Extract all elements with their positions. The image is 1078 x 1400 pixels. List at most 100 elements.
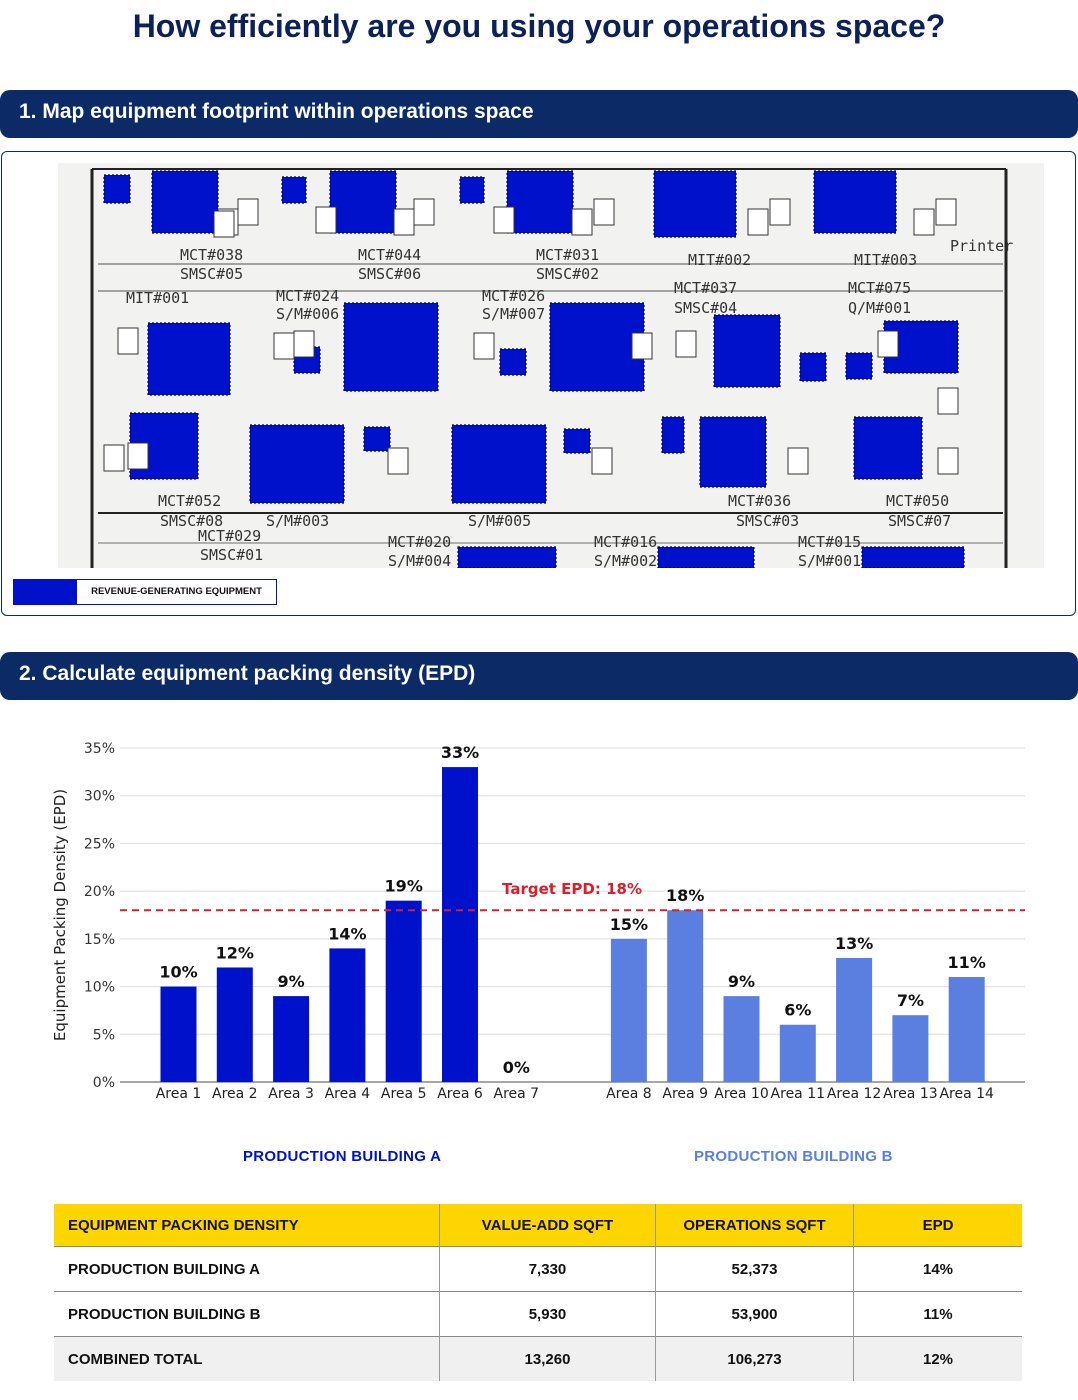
equipment-footprint bbox=[151, 170, 219, 234]
equipment-footprint bbox=[657, 546, 755, 568]
data-label: 13% bbox=[835, 934, 873, 953]
data-label: 33% bbox=[441, 743, 479, 762]
floorplan-label: MCT#038 bbox=[180, 246, 243, 264]
data-label: 9% bbox=[728, 972, 755, 991]
x-tick-label: Area 6 bbox=[437, 1086, 483, 1102]
floorplan-panel: MCT#038 SMSC#05 MCT#044 SMSC#06 MCT#031 SMSC#… bbox=[1, 151, 1076, 616]
x-tick-label: Area 13 bbox=[883, 1086, 937, 1102]
workstation-outline bbox=[913, 208, 935, 236]
workstation-outline bbox=[413, 198, 435, 226]
floorplan-label: MCT#026 bbox=[482, 287, 545, 305]
equipment-footprint bbox=[343, 302, 439, 392]
floorplan-label: Q/M#001 bbox=[848, 299, 911, 317]
x-tick-label: Area 14 bbox=[939, 1086, 994, 1102]
workstation-outline bbox=[103, 444, 125, 472]
y-tick-label: 25% bbox=[84, 836, 115, 852]
y-tick-label: 15% bbox=[84, 932, 115, 948]
x-tick-label: Area 1 bbox=[156, 1086, 202, 1102]
equipment-footprint bbox=[457, 546, 557, 568]
workstation-outline bbox=[591, 447, 613, 475]
building-a-label: PRODUCTION BUILDING A bbox=[243, 1148, 442, 1165]
floorplan-label: S/M#003 bbox=[266, 512, 329, 530]
floorplan-label: MCT#052 bbox=[158, 492, 221, 510]
floorplan-label: MCT#024 bbox=[276, 287, 339, 305]
y-tick-label: 35% bbox=[84, 741, 115, 757]
table-cell: 7,330 bbox=[439, 1246, 656, 1292]
table-cell: 53,900 bbox=[655, 1291, 854, 1337]
workstation-outline bbox=[315, 206, 337, 234]
data-label: 19% bbox=[385, 877, 423, 896]
floorplan-label: SMSC#03 bbox=[736, 512, 799, 530]
workstation-outline bbox=[935, 198, 957, 226]
bar bbox=[216, 967, 253, 1082]
floorplan-label: MCT#031 bbox=[536, 246, 599, 264]
floorplan-label: MIT#003 bbox=[854, 251, 917, 269]
workstation-outline bbox=[937, 447, 959, 475]
table-cell: 5,930 bbox=[439, 1291, 656, 1337]
bar bbox=[667, 910, 704, 1082]
equipment-footprint bbox=[459, 176, 485, 204]
floorplan-label: SMSC#08 bbox=[160, 512, 223, 530]
epd-bar-chart: 0% 5% 10% 15% 20% 25% 30% 35% Equipment Packing … bbox=[51, 741, 1025, 1102]
data-label: 11% bbox=[948, 953, 986, 972]
bar bbox=[836, 957, 873, 1082]
equipment-footprint bbox=[249, 424, 345, 504]
legend-swatch bbox=[14, 580, 77, 604]
floorplan-label: Printer bbox=[950, 237, 1013, 255]
workstation-outline bbox=[387, 447, 409, 475]
x-tick-label: Area 7 bbox=[494, 1086, 540, 1102]
bar bbox=[892, 1015, 929, 1082]
workstation-outline bbox=[675, 330, 697, 358]
bar bbox=[442, 767, 478, 1082]
equipment-footprint bbox=[103, 174, 131, 204]
equipment-footprint bbox=[861, 546, 965, 568]
floorplan-label: S/M#001 bbox=[798, 552, 861, 568]
floorplan-label: SMSC#01 bbox=[200, 546, 263, 564]
workstation-outline bbox=[877, 330, 899, 358]
equipment-footprint bbox=[883, 320, 959, 374]
workstation-outline bbox=[117, 327, 139, 355]
x-tick-label: Area 12 bbox=[827, 1086, 881, 1102]
workstation-outline bbox=[213, 210, 235, 238]
floorplan-label: MCT#036 bbox=[728, 492, 791, 510]
floorplan-label: SMSC#05 bbox=[180, 265, 243, 283]
table-cell: 13,260 bbox=[439, 1336, 656, 1381]
floorplan-label: MCT#020 bbox=[388, 533, 451, 551]
table-row: PRODUCTION BUILDING B 5,930 53,900 11% bbox=[54, 1291, 1022, 1337]
epd-table: EQUIPMENT PACKING DENSITY VALUE-ADD SQFT… bbox=[54, 1204, 1022, 1381]
workstation-outline bbox=[593, 198, 615, 226]
bar bbox=[329, 948, 366, 1082]
data-label: 6% bbox=[784, 1001, 811, 1020]
table-cell: 52,373 bbox=[655, 1246, 854, 1292]
floorplan-label: MCT#015 bbox=[798, 533, 861, 551]
workstation-outline bbox=[787, 447, 809, 475]
floorplan-label: MCT#075 bbox=[848, 279, 911, 297]
workstation-outline bbox=[769, 198, 791, 226]
floorplan-label: S/M#004 bbox=[388, 552, 451, 568]
equipment-footprint bbox=[853, 416, 923, 480]
data-label: 14% bbox=[328, 924, 366, 943]
workstation-outline bbox=[473, 332, 495, 360]
page-title: How efficiently are you using your opera… bbox=[132, 8, 946, 44]
table-cell: 14% bbox=[853, 1246, 1022, 1292]
floorplan-label: MCT#037 bbox=[674, 279, 737, 297]
floorplan-label: S/M#006 bbox=[276, 305, 339, 323]
bar bbox=[385, 900, 422, 1082]
table-row-total: COMBINED TOTAL 13,260 106,273 12% bbox=[54, 1336, 1022, 1381]
equipment-footprint bbox=[499, 348, 527, 376]
table-row: PRODUCTION BUILDING A 7,330 52,373 14% bbox=[54, 1246, 1022, 1292]
data-label: 12% bbox=[216, 943, 254, 962]
equipment-footprint bbox=[661, 416, 685, 454]
x-tick-label: Area 4 bbox=[325, 1086, 371, 1102]
y-tick-label: 20% bbox=[84, 884, 115, 900]
table-cell: COMBINED TOTAL bbox=[54, 1336, 440, 1381]
bar bbox=[160, 986, 197, 1082]
workstation-outline bbox=[631, 332, 653, 360]
table-cell: PRODUCTION BUILDING A bbox=[54, 1246, 440, 1292]
equipment-footprint bbox=[549, 302, 645, 392]
floorplan-label: MCT#044 bbox=[358, 246, 421, 264]
x-tick-label: Area 9 bbox=[662, 1086, 708, 1102]
x-tick-label: Area 8 bbox=[606, 1086, 652, 1102]
floorplan-label: SMSC#06 bbox=[358, 265, 421, 283]
